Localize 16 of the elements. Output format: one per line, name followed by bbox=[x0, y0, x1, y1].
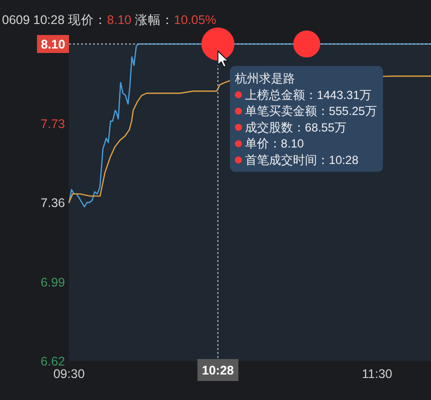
x-tick-label: 11:30 bbox=[362, 367, 392, 381]
annotation: 单价：8.10 bbox=[244, 136, 304, 151]
annotation: 上榜总金额：1443.31万 bbox=[244, 88, 372, 102]
chart-title: 0609 10:28 现价：8.10 涨幅：10.05% bbox=[2, 13, 216, 27]
annotation: 单笔买卖金额：555.25万 bbox=[244, 104, 378, 118]
annotation: 首笔成交时间：10:28 bbox=[244, 153, 359, 167]
ref-line-label: 10:28 bbox=[202, 364, 234, 378]
ref-line-label: 8.10 bbox=[40, 38, 66, 52]
line-series bbox=[68, 43, 431, 208]
x-tick-label: 09:30 bbox=[53, 367, 85, 381]
y-tick-label: 7.36 bbox=[40, 196, 66, 210]
annotation: 成交股数：68.55万 bbox=[244, 120, 346, 134]
y-tick-label: 7.73 bbox=[40, 116, 66, 131]
y-tick-label: 6.62 bbox=[40, 354, 66, 368]
y-tick-label: 6.99 bbox=[40, 275, 66, 290]
annotation: 杭州求是路 bbox=[234, 72, 295, 86]
